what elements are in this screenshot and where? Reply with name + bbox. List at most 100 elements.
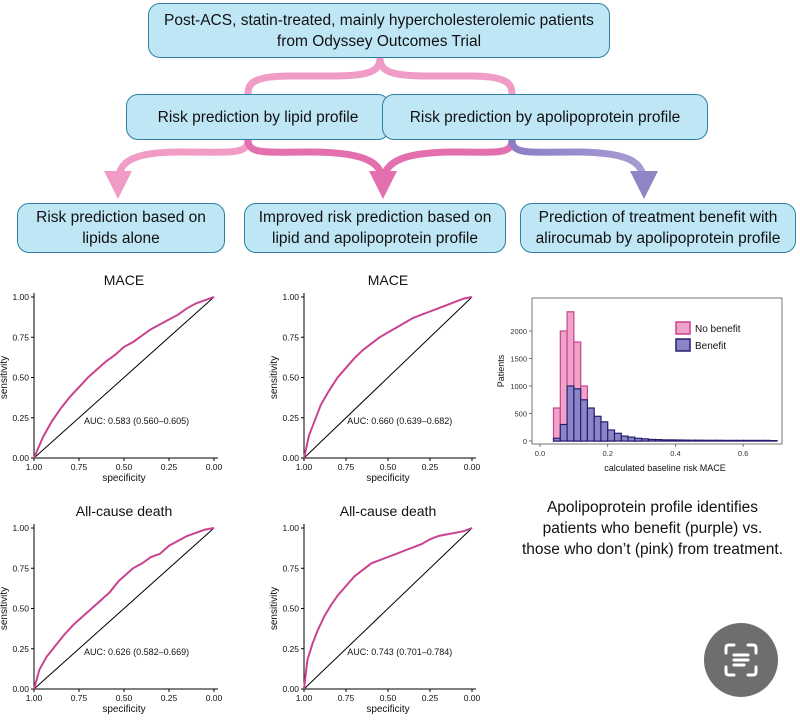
histogram-bar xyxy=(701,439,710,442)
histogram-bar xyxy=(728,439,737,442)
x-axis-label: calculated baseline risk MACE xyxy=(604,463,726,473)
roc-chart-death-apolipo: All-cause death 0.00 0.25 0.50 0.75 1.00 1.00 0… xyxy=(269,503,481,715)
x-tick-label: 1.00 xyxy=(26,462,43,472)
y-tick-label: 1.00 xyxy=(282,292,299,302)
histogram-bar xyxy=(600,421,609,442)
y-tick-label: 0.50 xyxy=(12,604,29,614)
caption-line2: patients who benefit (purple) vs. xyxy=(542,520,763,537)
bottom-box-mid-line2: lipid and apolipoprotein profile xyxy=(272,230,478,247)
y-tick-label: 0.25 xyxy=(12,644,29,654)
x-axis-label: specificity xyxy=(366,473,409,484)
histogram-bar xyxy=(668,439,677,442)
histogram-bar xyxy=(742,439,751,442)
auc-annotation: AUC: 0.743 (0.701–0.784) xyxy=(347,647,452,657)
roc-chart-mace-apolipo: MACE 0.00 0.25 0.50 0.75 1.00 1.00 0.75 0.50 0.25… xyxy=(269,272,481,484)
x-tick-label: 1.00 xyxy=(296,462,313,472)
y-tick-label: 0.25 xyxy=(282,644,299,654)
x-tick-label: 0.2 xyxy=(602,449,612,458)
legend-swatch xyxy=(675,321,691,335)
histogram-bar xyxy=(735,439,744,442)
x-tick-label: 0.50 xyxy=(380,462,397,472)
roc-chart-mace-lipid: MACE 0.00 0.25 0.50 0.75 1.00 1.00 0.75 0.50 0.25… xyxy=(0,272,223,484)
x-tick-label: 0.25 xyxy=(161,693,178,703)
x-tick-label: 0.00 xyxy=(206,462,223,472)
legend-label: Benefit xyxy=(695,341,726,352)
caption-line3: those who don’t (pink) from treatment. xyxy=(521,541,784,558)
y-tick-label: 0 xyxy=(523,437,527,446)
x-tick-label: 0.00 xyxy=(206,693,223,703)
x-tick-label: 0.75 xyxy=(338,693,355,703)
y-tick-label: 1500 xyxy=(510,355,527,364)
histogram-bar xyxy=(647,438,656,442)
histogram-bar xyxy=(708,439,717,442)
histogram-bar xyxy=(559,423,568,442)
histogram-bar xyxy=(552,437,561,442)
legend-label: No benefit xyxy=(695,324,741,335)
y-tick-label: 0.25 xyxy=(12,413,29,423)
top-box-population: Post-ACS, statin-treated, mainly hyperch… xyxy=(148,3,610,58)
x-axis-label: specificity xyxy=(366,704,409,715)
y-tick-label: 0.50 xyxy=(282,604,299,614)
y-tick-label: 0.00 xyxy=(12,453,29,463)
x-tick-label: 0.75 xyxy=(71,693,88,703)
x-tick-label: 0.6 xyxy=(738,449,748,458)
reference-diagonal xyxy=(33,296,215,459)
histogram-bar xyxy=(634,437,643,442)
chart-title: MACE xyxy=(368,272,408,288)
histogram-bar xyxy=(613,432,622,442)
x-tick-label: 0.75 xyxy=(71,462,88,472)
histogram-bar xyxy=(688,439,697,442)
bottom-box-lipids-alone: Risk prediction based on lipids alone xyxy=(17,203,225,253)
y-tick-label: 0.00 xyxy=(12,684,29,694)
x-tick-label: 0.0 xyxy=(535,449,545,458)
y-axis-label: sensitivity xyxy=(269,356,280,399)
y-tick-label: 0.50 xyxy=(12,373,29,383)
histogram-bar xyxy=(749,439,758,442)
x-tick-label: 0.50 xyxy=(116,693,133,703)
x-axis-label: specificity xyxy=(102,704,145,715)
y-tick-label: 1.00 xyxy=(12,523,29,533)
histogram-bar xyxy=(552,407,561,442)
mid-box-apolipo-label: Risk prediction by apolipoprotein profil… xyxy=(409,108,681,126)
y-axis-label: sensitivity xyxy=(0,356,10,399)
top-box-line2: from Odyssey Outcomes Trial xyxy=(276,32,482,50)
chart-title: MACE xyxy=(104,272,144,288)
histogram-bar xyxy=(573,388,582,442)
histogram-bar xyxy=(620,435,629,442)
reference-diagonal xyxy=(303,527,473,690)
histogram-bar xyxy=(695,439,704,442)
y-tick-label: 0.75 xyxy=(12,563,29,573)
x-tick-label: 0.25 xyxy=(422,462,439,472)
x-tick-label: 1.00 xyxy=(26,693,43,703)
histogram-bar xyxy=(681,439,690,442)
y-tick-label: 0.00 xyxy=(282,684,299,694)
mid-box-lipid-label: Risk prediction by lipid profile xyxy=(157,108,359,126)
y-tick-label: 1.00 xyxy=(282,523,299,533)
y-tick-label: 0.25 xyxy=(282,413,299,423)
bottom-box-right-line2: alirocumab by apolipoprotein profile xyxy=(535,230,781,247)
scan-text-button[interactable] xyxy=(704,623,778,697)
histogram-caption: Apolipoprotein profile identifies patien… xyxy=(505,497,800,560)
y-tick-label: 1.00 xyxy=(12,292,29,302)
connector-top-branch xyxy=(244,54,516,99)
y-axis-label: sensitivity xyxy=(0,587,10,630)
mid-box-apolipo-profile: Risk prediction by apolipoprotein profil… xyxy=(382,94,708,140)
x-tick-label: 0.00 xyxy=(464,462,481,472)
bottom-box-left-line1: Risk prediction based on xyxy=(36,209,206,226)
y-tick-label: 0.75 xyxy=(282,563,299,573)
x-tick-label: 0.50 xyxy=(380,693,397,703)
x-tick-label: 1.00 xyxy=(296,693,313,703)
y-tick-label: 500 xyxy=(514,410,527,419)
histogram-bar xyxy=(715,439,724,442)
roc-curve xyxy=(303,527,473,690)
histogram-bar xyxy=(640,438,649,442)
y-tick-label: 1000 xyxy=(510,382,527,391)
y-tick-label: 0.75 xyxy=(12,332,29,342)
connector-mid-branch xyxy=(104,136,658,199)
y-axis-label: Patients xyxy=(496,354,506,387)
histogram-bar xyxy=(579,399,588,442)
chart-title: All-cause death xyxy=(340,503,437,519)
histogram-bar xyxy=(607,429,616,442)
x-axis-label: specificity xyxy=(102,473,145,484)
